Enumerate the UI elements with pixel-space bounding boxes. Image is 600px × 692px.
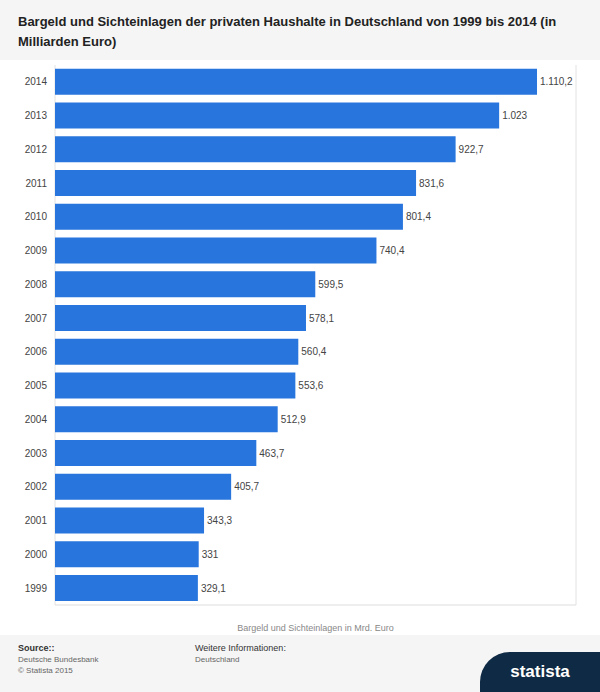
svg-text:405,7: 405,7 xyxy=(234,481,259,492)
svg-text:329,1: 329,1 xyxy=(201,583,226,594)
svg-text:2011: 2011 xyxy=(25,178,47,189)
html-text:statista: statista xyxy=(510,662,570,681)
svg-text:2002: 2002 xyxy=(25,481,48,492)
svg-text:553,6: 553,6 xyxy=(298,380,323,391)
svg-text:2003: 2003 xyxy=(25,448,48,459)
html-text:Source::: Source:: xyxy=(18,643,55,653)
svg-text:343,3: 343,3 xyxy=(207,515,232,526)
svg-text:331: 331 xyxy=(202,549,219,560)
svg-text:740,4: 740,4 xyxy=(379,245,404,256)
html-text:Weitere Informationen:: Weitere Informationen: xyxy=(195,643,286,653)
svg-text:2014: 2014 xyxy=(25,76,48,87)
svg-text:1999: 1999 xyxy=(25,583,48,594)
svg-text:1.110,2: 1.110,2 xyxy=(540,76,573,87)
svg-text:831,6: 831,6 xyxy=(419,178,444,189)
svg-text:2001: 2001 xyxy=(25,515,48,526)
svg-text:512,9: 512,9 xyxy=(281,414,306,425)
svg-text:560,4: 560,4 xyxy=(301,346,326,357)
svg-text:2004: 2004 xyxy=(25,414,48,425)
html-text:© Statista 2015: © Statista 2015 xyxy=(18,666,73,675)
svg-text:2012: 2012 xyxy=(25,144,48,155)
svg-text:1.023: 1.023 xyxy=(502,110,527,121)
svg-text:599,5: 599,5 xyxy=(318,279,343,290)
svg-text:2005: 2005 xyxy=(25,380,48,391)
svg-text:Bargeld und Sichteinlagen in M: Bargeld und Sichteinlagen in Mrd. Euro xyxy=(237,623,394,633)
html-text:Bargeld und Sichteinlagen der: Bargeld und Sichteinlagen der privaten H… xyxy=(18,14,557,49)
svg-text:2010: 2010 xyxy=(25,211,48,222)
html-text:Deutsche Bundesbank: Deutsche Bundesbank xyxy=(18,655,99,664)
svg-text:2006: 2006 xyxy=(25,346,48,357)
svg-text:2000: 2000 xyxy=(25,549,48,560)
svg-text:463,7: 463,7 xyxy=(259,448,284,459)
svg-text:2009: 2009 xyxy=(25,245,48,256)
svg-text:922,7: 922,7 xyxy=(459,144,484,155)
svg-text:2013: 2013 xyxy=(25,110,48,121)
html-text:Deutschland: Deutschland xyxy=(195,655,240,664)
svg-text:2008: 2008 xyxy=(25,279,48,290)
svg-text:2007: 2007 xyxy=(25,313,48,324)
svg-text:578,1: 578,1 xyxy=(309,313,334,324)
svg-text:801,4: 801,4 xyxy=(406,211,431,222)
